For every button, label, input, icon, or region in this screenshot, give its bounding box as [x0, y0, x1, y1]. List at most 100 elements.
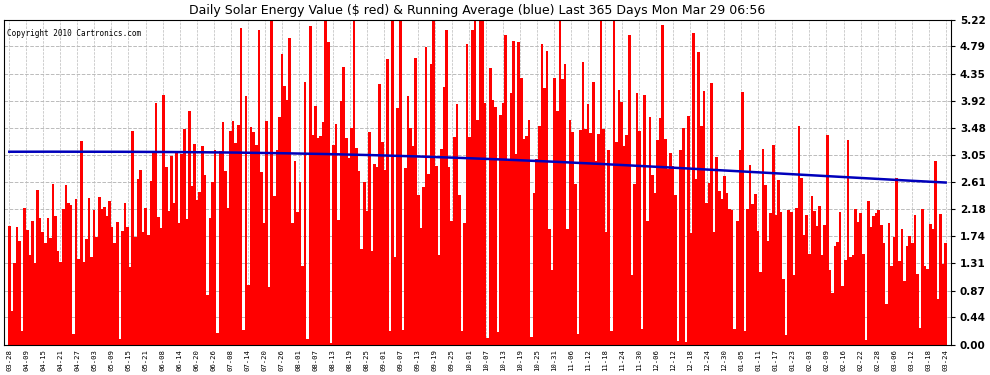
Bar: [376, 167, 378, 345]
Bar: [103, 207, 106, 345]
Bar: [634, 184, 636, 345]
Bar: [582, 62, 584, 345]
Bar: [803, 235, 806, 345]
Bar: [335, 124, 338, 345]
Bar: [510, 93, 512, 345]
Bar: [600, 20, 602, 345]
Bar: [224, 171, 227, 345]
Title: Daily Solar Energy Value ($ red) & Running Average (blue) Last 365 Days Mon Mar : Daily Solar Energy Value ($ red) & Runni…: [189, 4, 765, 17]
Bar: [669, 153, 671, 345]
Bar: [67, 203, 69, 345]
Bar: [37, 190, 39, 345]
Bar: [558, 20, 561, 345]
Bar: [357, 171, 360, 345]
Bar: [409, 128, 412, 345]
Bar: [734, 329, 736, 345]
Bar: [932, 229, 935, 345]
Bar: [191, 186, 193, 345]
Bar: [167, 211, 170, 345]
Bar: [383, 170, 386, 345]
Bar: [446, 30, 447, 345]
Bar: [777, 180, 780, 345]
Bar: [391, 20, 394, 345]
Bar: [636, 93, 639, 345]
Bar: [909, 236, 911, 345]
Bar: [72, 334, 75, 345]
Bar: [317, 138, 320, 345]
Bar: [232, 121, 235, 345]
Bar: [34, 262, 37, 345]
Bar: [314, 106, 317, 345]
Bar: [919, 328, 922, 345]
Bar: [746, 209, 748, 345]
Bar: [320, 136, 322, 345]
Bar: [826, 135, 829, 345]
Bar: [618, 90, 621, 345]
Bar: [880, 225, 883, 345]
Bar: [286, 100, 288, 345]
Bar: [523, 139, 525, 345]
Bar: [417, 195, 420, 345]
Bar: [605, 232, 608, 345]
Bar: [639, 131, 641, 345]
Bar: [441, 149, 443, 345]
Bar: [502, 103, 505, 345]
Bar: [626, 135, 628, 345]
Bar: [119, 339, 121, 345]
Bar: [42, 232, 44, 345]
Bar: [116, 222, 119, 345]
Bar: [407, 96, 409, 345]
Bar: [447, 167, 450, 345]
Bar: [499, 116, 502, 345]
Bar: [198, 192, 201, 345]
Bar: [352, 20, 355, 345]
Bar: [674, 195, 677, 345]
Bar: [21, 331, 24, 345]
Bar: [787, 210, 790, 345]
Bar: [281, 54, 283, 345]
Bar: [394, 257, 396, 345]
Bar: [39, 218, 42, 345]
Bar: [425, 47, 428, 345]
Bar: [327, 42, 330, 345]
Bar: [937, 299, 940, 345]
Bar: [270, 20, 273, 345]
Bar: [515, 154, 518, 345]
Bar: [800, 178, 803, 345]
Bar: [790, 211, 793, 345]
Bar: [227, 208, 230, 345]
Bar: [301, 266, 304, 345]
Bar: [743, 331, 746, 345]
Bar: [183, 129, 185, 345]
Bar: [829, 270, 832, 345]
Bar: [896, 178, 898, 345]
Bar: [613, 20, 615, 345]
Bar: [679, 150, 682, 345]
Bar: [455, 104, 458, 345]
Bar: [433, 20, 435, 345]
Bar: [145, 208, 147, 345]
Bar: [162, 96, 165, 345]
Bar: [18, 241, 21, 345]
Bar: [870, 227, 872, 345]
Bar: [512, 41, 515, 345]
Bar: [180, 154, 183, 345]
Bar: [751, 204, 754, 345]
Bar: [476, 120, 479, 345]
Bar: [62, 209, 64, 345]
Bar: [561, 79, 563, 345]
Bar: [903, 281, 906, 345]
Bar: [739, 150, 742, 345]
Bar: [507, 161, 510, 345]
Bar: [275, 150, 278, 345]
Bar: [368, 132, 370, 345]
Bar: [736, 220, 739, 345]
Bar: [518, 42, 520, 345]
Bar: [64, 185, 67, 345]
Bar: [108, 201, 111, 345]
Bar: [140, 170, 142, 345]
Bar: [486, 338, 489, 345]
Bar: [365, 211, 368, 345]
Bar: [571, 132, 574, 345]
Bar: [185, 219, 188, 345]
